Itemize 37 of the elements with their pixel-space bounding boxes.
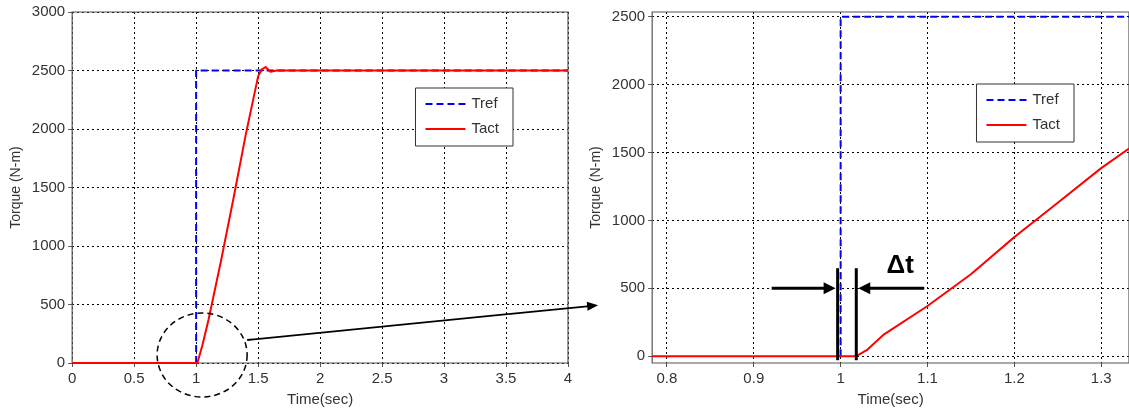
legend-label: Tact <box>471 119 500 137</box>
legend-label: Tref <box>1032 90 1060 108</box>
y-tick-label: 1500 <box>611 142 646 160</box>
x-axis-title: Time(sec) <box>857 390 924 408</box>
x-axis-title: Time(sec) <box>287 390 354 408</box>
y-tick-label: 0 <box>636 346 646 364</box>
x-tick-label: 1 <box>836 369 845 387</box>
y-tick-label: 1000 <box>31 236 66 254</box>
x-tick-label: 1 <box>191 369 201 387</box>
legend-label: Tref <box>471 94 499 112</box>
x-tick-label: 0 <box>68 369 77 387</box>
x-tick-label: 1.1 <box>917 369 938 387</box>
y-tick-label: 2500 <box>611 6 646 24</box>
x-tick-label: 2.5 <box>371 369 393 387</box>
legend-label: Tact <box>1032 115 1061 133</box>
y-tick-label: 1500 <box>31 177 66 195</box>
y-tick-label: 500 <box>620 278 646 296</box>
y-tick-label: 2500 <box>31 60 66 78</box>
y-tick-label: 0 <box>56 353 66 371</box>
x-tick-label: 1.2 <box>1003 369 1025 387</box>
x-tick-label: 4 <box>563 369 573 387</box>
annotation: Δt <box>886 249 915 280</box>
x-tick-label: 3.5 <box>495 369 517 387</box>
x-tick-label: 1.5 <box>247 369 269 387</box>
x-tick-label: 1.3 <box>1090 369 1112 387</box>
y-tick-label: 1000 <box>611 210 646 228</box>
y-tick-label: 3000 <box>31 2 66 20</box>
y-axis-title: Torque (N-m) <box>587 146 604 229</box>
x-tick-label: 0.9 <box>743 369 765 387</box>
y-tick-label: 2000 <box>31 119 66 137</box>
x-tick-label: 3 <box>439 369 449 387</box>
y-tick-label: 2000 <box>611 74 646 92</box>
x-tick-label: 0.5 <box>123 369 145 387</box>
y-axis-title: Torque (N-m) <box>7 146 24 229</box>
x-tick-label: 2 <box>315 369 325 387</box>
x-tick-label: 0.8 <box>656 369 678 387</box>
y-tick-label: 500 <box>40 294 66 312</box>
